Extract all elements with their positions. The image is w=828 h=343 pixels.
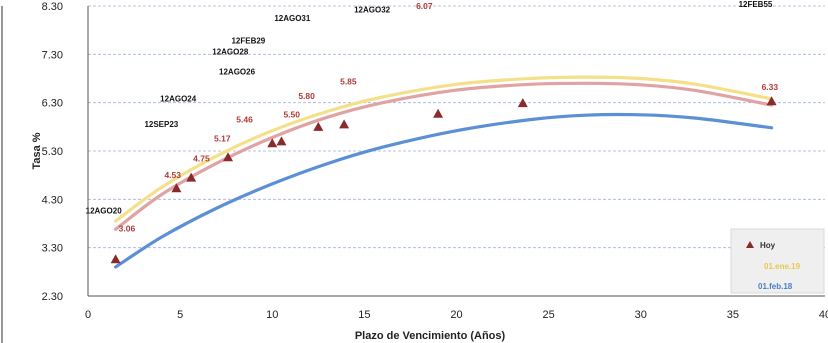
legend-box [730,228,825,294]
data-point-marker [339,119,350,129]
curve-line [114,112,774,269]
data-point-marker [267,138,278,148]
bond-label: 12FEB29 [231,36,265,45]
x-tick-label: 20 [450,309,462,321]
y-tick-label: 8.30 [42,1,63,13]
legend-ene19-label: 01.ene.19 [764,262,801,271]
curve-line [114,75,774,223]
data-point-marker [276,136,287,146]
data-point-marker [171,183,182,193]
y-tick-label: 5.30 [42,146,63,158]
legend-hoy-label: Hoy [760,241,776,250]
data-point-marker [186,172,197,182]
x-tick-label: 30 [635,309,647,321]
data-point-marker [766,96,777,106]
legend: Hoy 01.ene.19 01.feb.18 [730,228,825,294]
bond-label: 12SEP23 [144,120,178,129]
x-tick-label: 40 [819,309,828,321]
data-point-marker [223,152,234,162]
x-tick-label: 10 [266,309,278,321]
value-label: 5.17 [214,133,231,143]
legend-feb18-label: 01.feb.18 [758,282,793,291]
value-label: 5.46 [236,114,253,124]
value-label: 6.33 [762,82,779,92]
value-label: 6.07 [416,1,433,11]
y-tick-label: 3.30 [42,243,63,255]
legend-hoy-marker [746,241,754,248]
x-tick-labels: 0 5 10 15 20 25 30 35 40 [85,309,828,321]
bond-label: 12AGO31 [274,14,311,23]
y-tick-labels: 2.30 3.30 4.30 5.30 6.30 7.30 8.30 [42,1,63,303]
value-label: 4.75 [193,154,210,164]
value-label: 4.53 [164,170,181,180]
curve-line [114,81,774,231]
x-axis-title: Plazo de Vencimiento (Años) [355,330,506,342]
gridlines [88,5,825,297]
data-point-marker [517,98,528,108]
y-tick-label: 2.30 [42,291,63,303]
curves [114,75,774,269]
x-tick-label: 0 [85,309,91,321]
data-point-marker [110,254,121,264]
data-point-marker [313,121,324,131]
bond-label: 12AGO26 [219,67,256,76]
bond-label: 12AGO20 [86,206,123,215]
x-tick-label: 25 [543,309,555,321]
y-tick-label: 7.30 [42,49,63,61]
y-tick-label: 6.30 [42,98,63,110]
bond-label: 12FEB55 [739,0,773,9]
value-label: 5.50 [283,109,300,119]
x-tick-label: 5 [177,309,183,321]
bond-label: 12AGO28 [212,47,249,56]
data-points [110,96,777,264]
value-label: 5.80 [298,91,315,101]
value-label: 3.06 [119,223,136,233]
data-point-marker [433,108,444,118]
bond-label: 12AGO32 [354,5,391,14]
y-tick-label: 4.30 [42,194,63,206]
bond-label: 12AGO24 [160,95,197,104]
value-label: 5.85 [340,76,357,86]
x-tick-label: 15 [358,309,370,321]
y-axis-title: Tasa % [31,132,43,169]
x-tick-label: 35 [727,309,739,321]
point-labels: 12AGO20 3.06 12SEP23 4.53 12AGO24 4.75 12AGO26… [86,0,779,233]
